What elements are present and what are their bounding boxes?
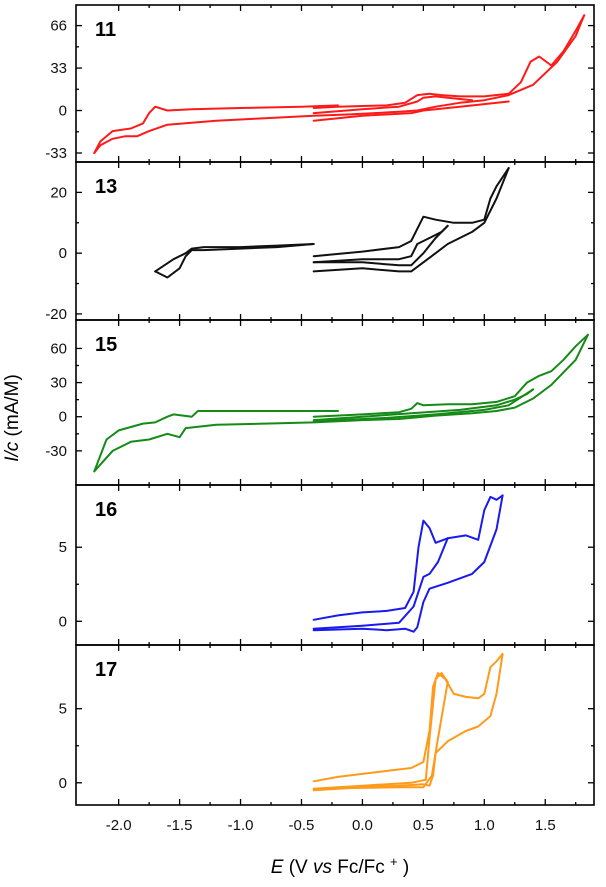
x-axis-title: E (V vs Fc/Fc + )	[271, 854, 410, 879]
cv-trace-11-1	[93, 14, 586, 154]
cv-trace-15-2	[93, 410, 339, 473]
cv-trace-16-2	[312, 494, 504, 633]
cv-trace-17-3	[312, 681, 449, 790]
cv-trace-15-1	[93, 333, 589, 473]
panels: -33 0 33 66 11 -20 0 20 13 -30 0 30 60 15 0 5 16 0 5 17	[45, 4, 595, 806]
panel-13: -20 0 20 13	[45, 161, 595, 323]
panel-17-curves	[312, 652, 504, 792]
cv-trace-13-1	[154, 243, 315, 273]
panel-13-frame	[75, 161, 595, 321]
cv-trace-13-2	[312, 167, 510, 258]
cv-trace-15-0	[312, 333, 589, 418]
x-tick-label: -0.5	[289, 817, 315, 834]
cv-trace-15-4	[312, 388, 535, 423]
cv-trace-13-0	[154, 243, 315, 279]
cv-trace-17-2	[312, 672, 449, 790]
y-tick-label: 60	[50, 340, 67, 357]
cv-trace-16-3	[312, 537, 449, 630]
panel-11: -33 0 33 66 11	[45, 4, 595, 163]
x-tick-label: 0.5	[413, 817, 434, 834]
y-tick-label: 66	[50, 18, 67, 35]
cv-trace-13-3	[312, 167, 510, 273]
cv-trace-11-4	[312, 100, 510, 122]
panel-13-curves	[154, 167, 510, 279]
panel-label: 11	[95, 19, 116, 41]
y-tick-label: 5	[59, 539, 67, 556]
x-axis: -2.0 -1.5 -1.0 -0.5 0.0 0.5 1.0 1.5	[106, 817, 556, 834]
cv-trace-11-3	[312, 95, 474, 115]
panel-label: 17	[95, 659, 117, 681]
y-tick-label: 0	[59, 775, 67, 792]
panel-16-frame	[75, 484, 595, 646]
y-tick-label: 0	[59, 103, 67, 120]
panel-17: 0 5 17	[59, 644, 595, 806]
cv-trace-16-1	[446, 494, 504, 541]
panel-16-curves	[312, 494, 504, 633]
panel-label: 13	[95, 176, 117, 198]
y-tick-label: 0	[59, 613, 67, 630]
panel-label: 15	[95, 334, 117, 356]
y-tick-label: -33	[45, 145, 67, 162]
cv-trace-11-2	[93, 104, 339, 154]
panel-16: 0 5 16	[59, 484, 595, 646]
y-axis-title: I/c (mA/M)	[2, 374, 23, 462]
x-tick-label: -2.0	[106, 817, 132, 834]
x-tick-label: -1.0	[228, 817, 254, 834]
panel-11-curves	[93, 14, 586, 154]
y-tick-label: 20	[50, 184, 67, 201]
panel-15-frame	[75, 319, 595, 486]
y-tick-label: -20	[45, 306, 67, 323]
x-tick-label: 1.0	[474, 817, 495, 834]
panel-label: 16	[95, 499, 117, 521]
panel-15: -30 0 30 60 15	[45, 319, 595, 486]
cv-trace-11-0	[312, 14, 586, 109]
y-tick-label: -30	[45, 443, 67, 460]
x-tick-label: -1.5	[167, 817, 193, 834]
y-tick-label: 5	[59, 701, 67, 718]
cv-trace-13-5	[312, 224, 449, 267]
cv-trace-17-0	[312, 652, 504, 783]
x-tick-label: 1.5	[535, 817, 556, 834]
cv-trace-17-1	[312, 652, 504, 792]
panel-11-frame	[75, 4, 595, 163]
panel-15-curves	[93, 333, 589, 473]
y-tick-label: 0	[59, 409, 67, 426]
y-tick-label: 33	[50, 60, 67, 77]
cv-trace-16-0	[312, 519, 449, 621]
cv-trace-13-4	[312, 224, 449, 264]
panel-17-frame	[75, 644, 595, 806]
x-tick-label: 0.0	[352, 817, 373, 834]
y-tick-label: 0	[59, 245, 67, 262]
y-tick-label: 30	[50, 375, 67, 392]
